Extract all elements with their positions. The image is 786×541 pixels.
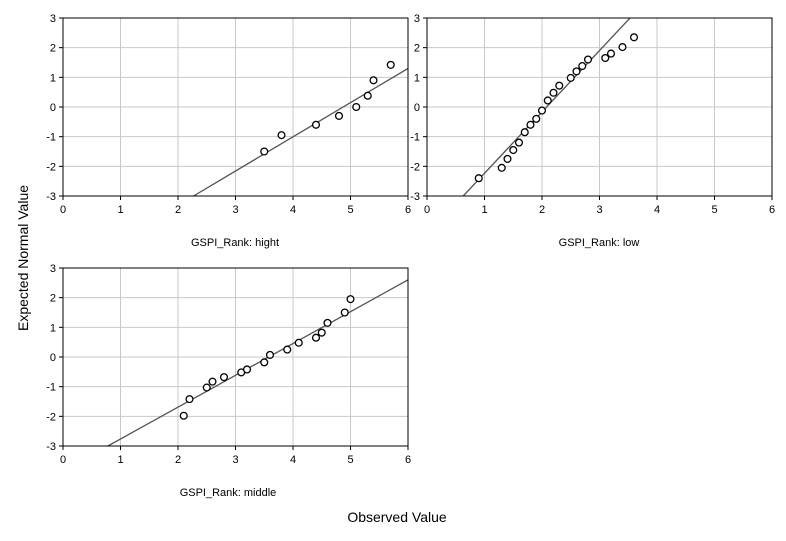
x-tick-label: 1 — [117, 454, 123, 466]
y-tick-label: 3 — [50, 13, 56, 25]
panel-3: 0 1 2 3 4 5 6 -3 -2 -1 0 1 2 3 GSPI_Rank: middle — [46, 263, 411, 499]
data-point — [260, 358, 269, 367]
data-point — [618, 43, 627, 52]
y-tick-label: -1 — [410, 132, 420, 144]
data-point — [555, 81, 564, 90]
data-point — [566, 73, 575, 82]
x-tick-label: 0 — [60, 454, 66, 466]
y-tick-label: 2 — [50, 43, 56, 55]
panel-2: 0 1 2 3 4 5 6 -3 -2 -1 0 1 2 3 GSPI_Rank: low — [410, 13, 775, 249]
y-tick-label: -1 — [46, 382, 56, 394]
normal-fit-line — [462, 18, 631, 196]
y-tick-label: 3 — [414, 13, 420, 25]
data-point — [260, 147, 269, 156]
data-point — [583, 55, 593, 64]
x-axis-title: Observed Value — [347, 509, 447, 525]
x-tick-label: 5 — [347, 454, 353, 466]
data-point — [317, 328, 326, 337]
y-tick-label: 0 — [50, 352, 56, 364]
x-tick-label: 1 — [481, 204, 487, 216]
data-point — [277, 131, 286, 140]
x-tick-label: 2 — [539, 204, 545, 216]
data-point — [242, 365, 252, 374]
y-tick-label: 1 — [50, 72, 56, 84]
x-tick-label: 2 — [175, 204, 181, 216]
y-tick-label: -2 — [46, 411, 56, 423]
data-point — [572, 67, 581, 76]
x-tick-label: 5 — [711, 204, 717, 216]
x-tick-label: 6 — [405, 204, 411, 216]
y-tick-label: 0 — [50, 102, 56, 114]
panel-title: GSPI_Rank: hight — [191, 237, 279, 249]
y-tick-label: -3 — [46, 191, 56, 203]
panel-title: GSPI_Rank: low — [559, 237, 640, 249]
x-tick-label: 2 — [175, 454, 181, 466]
data-point — [219, 373, 229, 382]
data-point — [386, 60, 395, 69]
panel-title: GSPI_Rank: middle — [180, 487, 277, 499]
data-point — [549, 88, 558, 97]
y-tick-label: -2 — [410, 161, 420, 173]
x-tick-label: 4 — [654, 204, 660, 216]
data-point — [340, 308, 349, 317]
y-tick-label: -2 — [46, 161, 56, 173]
x-tick-label: 3 — [596, 204, 602, 216]
x-tick-label: 3 — [232, 204, 238, 216]
data-point — [537, 106, 547, 115]
x-tick-label: 4 — [290, 204, 296, 216]
data-point — [334, 111, 344, 120]
y-tick-label: -3 — [410, 191, 420, 203]
y-tick-label: -3 — [46, 441, 56, 453]
data-point — [294, 338, 303, 347]
data-point — [323, 318, 332, 327]
data-point — [509, 145, 518, 155]
data-point — [606, 49, 616, 58]
data-point — [578, 62, 587, 71]
data-point — [352, 102, 361, 112]
y-tick-label: -1 — [46, 132, 56, 144]
data-point — [503, 154, 512, 163]
normal-fit-line — [107, 279, 408, 446]
data-point — [474, 174, 483, 183]
y-tick-label: 2 — [414, 43, 420, 55]
x-tick-label: 4 — [290, 454, 296, 466]
data-point — [497, 163, 506, 172]
data-point — [532, 114, 541, 123]
data-point — [363, 91, 372, 100]
x-tick-label: 3 — [232, 454, 238, 466]
y-tick-label: 0 — [414, 102, 420, 114]
y-tick-label: 2 — [50, 293, 56, 305]
data-point — [543, 96, 552, 105]
data-point — [311, 120, 321, 129]
x-tick-label: 5 — [347, 204, 353, 216]
x-tick-label: 0 — [424, 204, 430, 216]
data-point — [520, 128, 529, 137]
x-tick-label: 6 — [769, 204, 775, 216]
data-point — [514, 138, 524, 147]
x-tick-label: 0 — [60, 204, 66, 216]
data-point — [283, 345, 292, 354]
y-tick-label: 3 — [50, 263, 56, 275]
data-point — [208, 377, 217, 386]
y-axis-title: Expected Normal Value — [15, 185, 31, 331]
x-tick-label: 6 — [405, 454, 411, 466]
data-point — [526, 120, 535, 129]
data-point — [202, 383, 211, 392]
panel-1: 0 1 2 3 4 5 6 -3 -2 -1 0 1 2 3 GSPI_Rank: hight — [46, 13, 411, 249]
data-point — [601, 53, 610, 63]
data-point — [346, 295, 355, 304]
data-point — [311, 333, 321, 342]
x-tick-label: 1 — [117, 204, 123, 216]
data-point — [369, 76, 378, 85]
y-tick-label: 1 — [50, 322, 56, 334]
data-point — [179, 411, 188, 420]
data-point — [629, 33, 639, 42]
data-point — [265, 350, 275, 359]
data-point — [185, 395, 194, 404]
y-tick-label: 1 — [414, 72, 420, 84]
normal-fit-line — [193, 67, 408, 196]
